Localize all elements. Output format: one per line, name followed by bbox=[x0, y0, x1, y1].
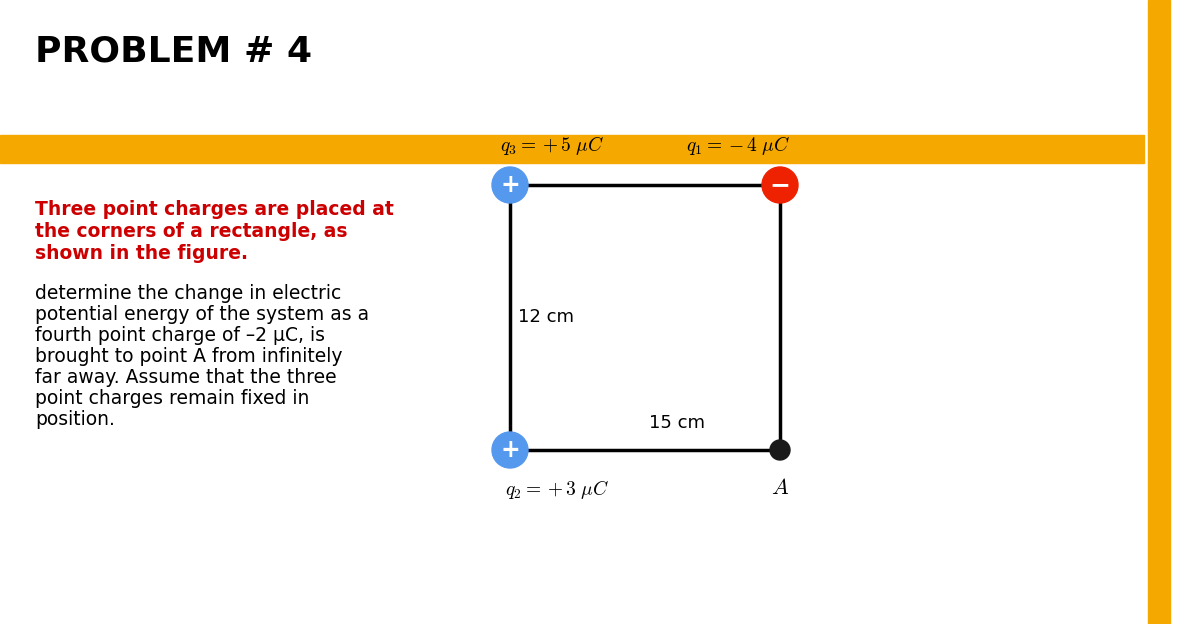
Bar bbox=[510, 185, 780, 450]
Text: Three point charges are placed at: Three point charges are placed at bbox=[35, 200, 394, 219]
Bar bbox=[1148, 0, 1170, 624]
Text: $A$: $A$ bbox=[770, 478, 790, 498]
Text: $q_1 = -4\ \mu C$: $q_1 = -4\ \mu C$ bbox=[685, 134, 790, 157]
Text: brought to point A from infinitely: brought to point A from infinitely bbox=[35, 347, 342, 366]
Text: point charges remain fixed in: point charges remain fixed in bbox=[35, 389, 310, 408]
Text: $q_2 = +3\ \mu C$: $q_2 = +3\ \mu C$ bbox=[505, 478, 610, 501]
Circle shape bbox=[492, 167, 528, 203]
Circle shape bbox=[762, 167, 798, 203]
Text: determine the change in electric: determine the change in electric bbox=[35, 284, 341, 303]
Text: +: + bbox=[500, 438, 520, 462]
Text: far away. Assume that the three: far away. Assume that the three bbox=[35, 368, 337, 387]
Circle shape bbox=[770, 440, 790, 460]
Circle shape bbox=[492, 432, 528, 468]
Text: PROBLEM # 4: PROBLEM # 4 bbox=[35, 35, 312, 69]
Text: fourth point charge of –2 μC, is: fourth point charge of –2 μC, is bbox=[35, 326, 325, 345]
Text: 12 cm: 12 cm bbox=[518, 308, 574, 326]
Text: 15 cm: 15 cm bbox=[649, 414, 706, 432]
Text: +: + bbox=[500, 173, 520, 197]
Text: shown in the figure.: shown in the figure. bbox=[35, 244, 248, 263]
Text: $q_3 = +5\ \mu C$: $q_3 = +5\ \mu C$ bbox=[500, 134, 605, 157]
Text: −: − bbox=[769, 173, 791, 197]
Bar bbox=[0, 135, 1144, 163]
Text: the corners of a rectangle, as: the corners of a rectangle, as bbox=[35, 222, 348, 241]
Text: potential energy of the system as a: potential energy of the system as a bbox=[35, 305, 370, 324]
Text: position.: position. bbox=[35, 410, 115, 429]
